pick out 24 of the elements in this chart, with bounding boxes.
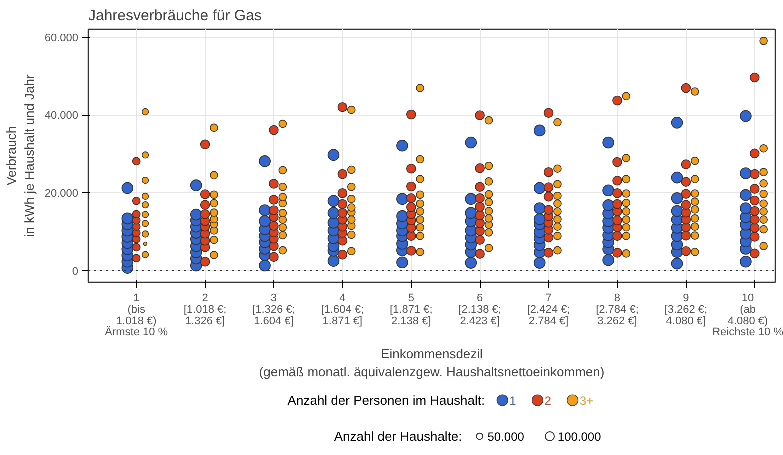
x-tick-label: 10 (ab 4.080 €) Reichste 10 % [712,292,783,339]
y-tick-label: 60.000 [44,32,79,44]
legend-label: 100.000 [558,430,602,444]
x-tick-label: 8 [2.784 €; 3.262 €] [596,292,639,328]
x-tick-label: 3 [1.326 €; 1.604 €] [252,292,296,328]
y-tick-label: 20.000 [44,188,79,200]
x-tick-label: 4 [1.604 €; 1.871 €] [321,292,364,328]
x-tick-label: 9 [3.262 €; 4.080 €] [664,292,708,328]
y-tick-label: 40.000 [44,110,79,122]
x-tick-label: 1 (bis 1.018 €) Ärmste 10 % [105,292,168,339]
legend-label: 2 [544,394,552,408]
legend-title: Anzahl der Personen im Haushalt: [288,393,486,408]
x-tick-label: 6 [2.138 €; 2.423 €] [458,292,502,328]
y-axis-title: Verbrauch in kWh je Haushalt und Jahr [4,74,37,238]
y-tick-label: 0 [72,266,79,278]
x-tick-label: 2 [1.018 €; 1.326 €] [184,292,227,328]
chart-title: Jahresverbräuche für Gas [88,8,262,24]
text: Anzahl der Haushalte: [334,429,462,444]
legend-label: 50.000 [488,430,525,444]
x-tick-label: 7 [2.424 €; 2.784 €] [527,292,570,328]
x-tick-label: 5 [1.871 €; 2.138 €] [390,292,433,328]
legend-label: 3+ [580,394,594,408]
legend-label: 1 [510,394,517,408]
x-axis-title: Einkommensdezil (gemäß monatl. äquivalenzgew. Haushaltsnettoeinkommen) [259,346,605,380]
